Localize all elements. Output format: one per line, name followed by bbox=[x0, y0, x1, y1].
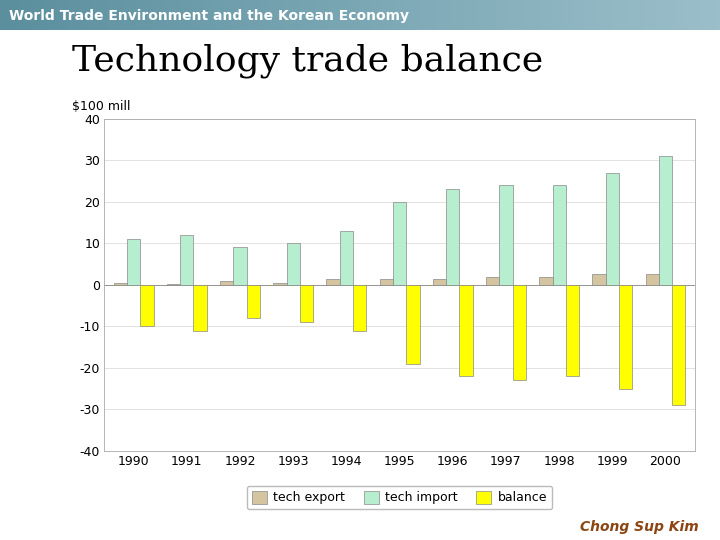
Bar bbox=[513, 285, 526, 380]
Bar bbox=[287, 244, 300, 285]
Bar bbox=[379, 279, 393, 285]
Bar bbox=[566, 285, 579, 376]
Bar bbox=[127, 239, 140, 285]
Bar bbox=[672, 285, 685, 405]
Legend: tech export, tech import, balance: tech export, tech import, balance bbox=[247, 486, 552, 509]
Bar bbox=[220, 281, 233, 285]
Text: World Trade Environment and the Korean Economy: World Trade Environment and the Korean E… bbox=[9, 9, 409, 23]
Bar bbox=[646, 274, 659, 285]
Bar bbox=[446, 190, 459, 285]
Bar bbox=[326, 279, 340, 285]
Bar bbox=[659, 156, 672, 285]
Bar bbox=[459, 285, 473, 376]
Bar bbox=[500, 185, 513, 285]
Bar bbox=[340, 231, 353, 285]
Bar bbox=[486, 276, 500, 285]
Bar bbox=[274, 283, 287, 285]
Bar bbox=[406, 285, 420, 364]
Bar bbox=[194, 285, 207, 330]
Bar bbox=[114, 283, 127, 285]
Bar bbox=[167, 284, 180, 285]
Bar bbox=[247, 285, 260, 318]
Bar bbox=[300, 285, 313, 322]
Text: $100 mill: $100 mill bbox=[72, 100, 130, 113]
Bar bbox=[180, 235, 194, 285]
Text: Technology trade balance: Technology trade balance bbox=[72, 44, 544, 78]
Bar bbox=[539, 276, 552, 285]
Bar bbox=[233, 247, 247, 285]
Bar bbox=[552, 185, 566, 285]
Bar bbox=[393, 202, 406, 285]
Bar bbox=[140, 285, 153, 326]
Bar bbox=[619, 285, 632, 389]
Bar bbox=[433, 279, 446, 285]
Bar bbox=[593, 274, 606, 285]
Bar bbox=[353, 285, 366, 330]
Bar bbox=[606, 173, 619, 285]
Text: Chong Sup Kim: Chong Sup Kim bbox=[580, 519, 698, 534]
